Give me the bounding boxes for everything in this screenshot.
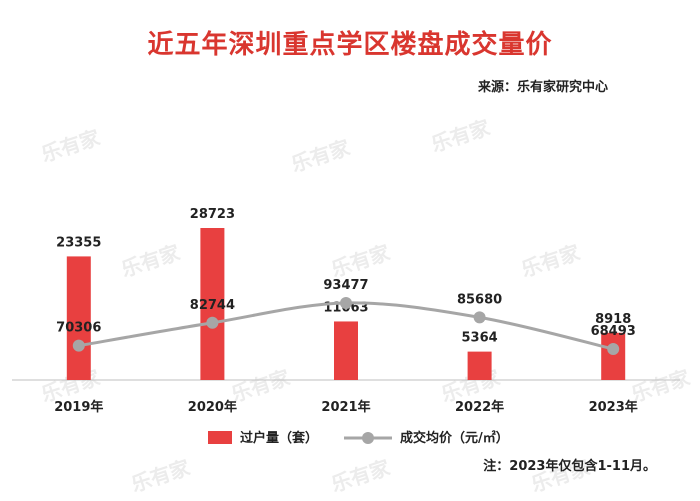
x-tick-label: 2021年 bbox=[321, 399, 370, 415]
legend-swatch-bar bbox=[208, 431, 232, 444]
legend-label-line: 成交均价（元/㎡） bbox=[400, 430, 509, 446]
line-value-label: 85680 bbox=[457, 292, 502, 307]
bar bbox=[467, 351, 492, 380]
line-point bbox=[206, 316, 219, 329]
bar-value-label: 8918 bbox=[595, 312, 631, 327]
bar bbox=[200, 228, 225, 380]
x-tick-label: 2023年 bbox=[589, 399, 638, 415]
bar-value-label: 5364 bbox=[462, 331, 498, 346]
bar-value-label: 28723 bbox=[190, 207, 235, 222]
x-tick-label: 2019年 bbox=[54, 399, 103, 415]
line-value-label: 82744 bbox=[190, 298, 235, 313]
line-point bbox=[72, 339, 85, 352]
chart-source: 来源：乐有家研究中心 bbox=[477, 80, 608, 95]
bar-value-label: 23355 bbox=[56, 235, 101, 250]
legend-swatch-marker bbox=[362, 432, 374, 444]
line-point bbox=[340, 297, 352, 309]
x-tick-label: 2020年 bbox=[188, 399, 237, 415]
bar bbox=[66, 256, 91, 380]
x-tick-label: 2022年 bbox=[455, 399, 504, 415]
bar bbox=[601, 332, 626, 380]
line-value-label: 70306 bbox=[56, 321, 101, 336]
chart-note: 注：2023年仅包含1-11月。 bbox=[483, 459, 656, 474]
line-point bbox=[607, 343, 620, 355]
chart-title: 近五年深圳重点学区楼盘成交量价 bbox=[147, 30, 553, 60]
line-point bbox=[473, 311, 486, 324]
legend-label-bar: 过户量（套） bbox=[240, 430, 318, 446]
bar bbox=[334, 321, 358, 380]
line-value-label: 68493 bbox=[591, 324, 636, 339]
line-value-label: 93477 bbox=[323, 278, 368, 293]
